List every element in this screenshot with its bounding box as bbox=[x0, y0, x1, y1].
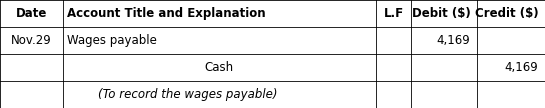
Text: Date: Date bbox=[16, 7, 47, 20]
Text: L.F: L.F bbox=[384, 7, 404, 20]
Text: Wages payable: Wages payable bbox=[67, 34, 157, 47]
Text: Credit ($): Credit ($) bbox=[475, 7, 538, 20]
Text: (To record the wages payable): (To record the wages payable) bbox=[98, 88, 278, 101]
Text: 4,169: 4,169 bbox=[437, 34, 470, 47]
Text: Debit ($): Debit ($) bbox=[411, 7, 470, 20]
Text: Cash: Cash bbox=[205, 61, 234, 74]
Text: Nov.29: Nov.29 bbox=[11, 34, 52, 47]
Text: 4,169: 4,169 bbox=[505, 61, 538, 74]
Text: Account Title and Explanation: Account Title and Explanation bbox=[67, 7, 265, 20]
